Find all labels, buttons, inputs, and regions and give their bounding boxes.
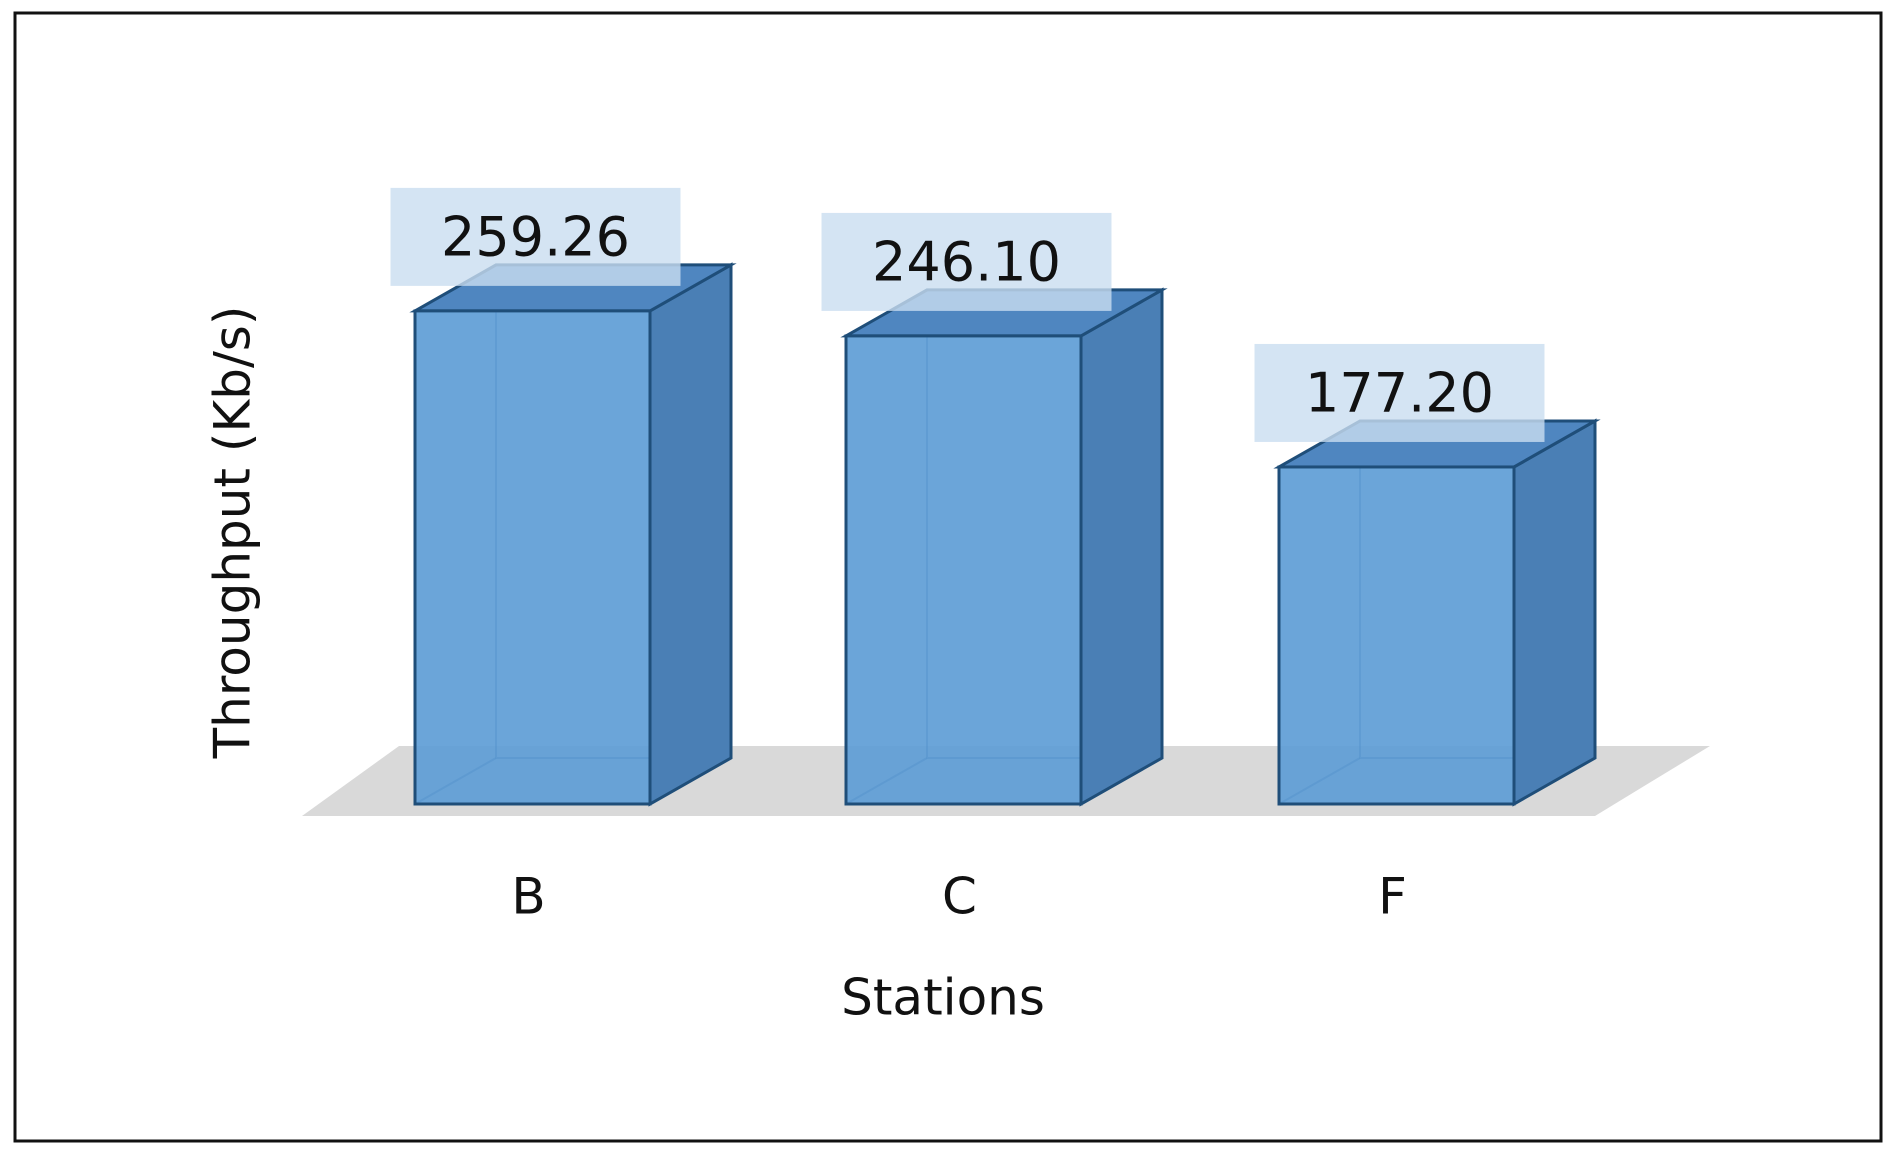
value-label-box <box>1254 343 1545 442</box>
value-label: 246.10 <box>872 231 1061 294</box>
x-tick-label: F <box>1378 868 1407 926</box>
y-axis-title: Throughput (Kb/s) <box>204 306 262 760</box>
x-tick-label: C <box>942 868 977 926</box>
bar-front <box>413 309 652 806</box>
bar-side <box>1512 418 1597 807</box>
bar-front <box>1277 465 1516 806</box>
bar <box>840 287 1168 807</box>
bar <box>409 262 737 807</box>
value-label-box <box>821 212 1112 311</box>
value-label-box <box>390 187 681 286</box>
bar-front <box>844 334 1083 806</box>
bar-side <box>1079 287 1164 807</box>
x-axis-title: Stations <box>841 969 1045 1027</box>
value-label: 177.20 <box>1305 362 1494 425</box>
value-label: 259.26 <box>441 206 630 269</box>
bar <box>1273 418 1601 807</box>
bar-side <box>648 262 733 807</box>
x-tick-label: B <box>511 868 545 926</box>
